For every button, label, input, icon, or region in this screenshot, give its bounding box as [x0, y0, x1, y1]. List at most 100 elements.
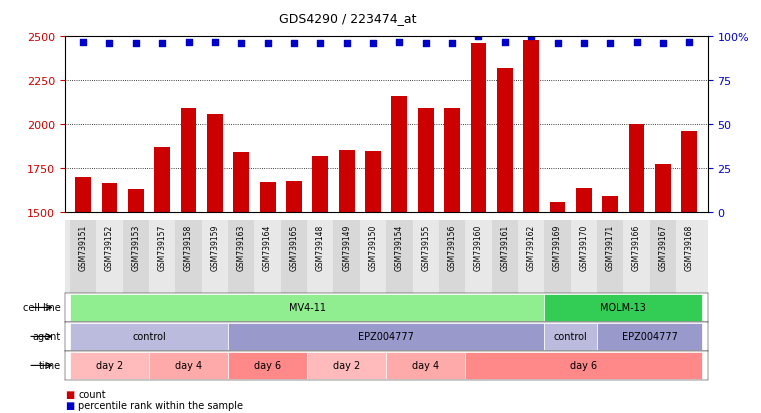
Bar	[465, 352, 702, 379]
Point	[341, 41, 353, 47]
Text: count: count	[78, 389, 106, 399]
Text: GSM739168: GSM739168	[685, 225, 694, 271]
Bar	[149, 352, 228, 379]
Text: GSM739155: GSM739155	[422, 225, 430, 271]
Bar	[602, 197, 618, 213]
Text: cell line: cell line	[23, 303, 61, 313]
Point	[130, 41, 142, 47]
Point	[393, 39, 406, 46]
Bar	[339, 150, 355, 213]
Text: GSM739154: GSM739154	[395, 225, 404, 271]
Bar	[180, 109, 196, 213]
Bar	[418, 108, 434, 213]
Bar	[70, 294, 544, 321]
Bar	[412, 221, 439, 293]
Bar	[365, 151, 381, 213]
Text: day 2: day 2	[96, 361, 123, 370]
Bar	[101, 184, 117, 213]
Text: GSM739161: GSM739161	[500, 225, 509, 271]
Bar	[629, 125, 645, 213]
Text: day 4: day 4	[412, 361, 439, 370]
Bar	[524, 41, 539, 213]
Point	[552, 41, 564, 47]
Bar	[207, 114, 223, 213]
Text: GSM739165: GSM739165	[289, 225, 298, 271]
Text: GSM739169: GSM739169	[553, 225, 562, 271]
Text: MOLM-13: MOLM-13	[600, 303, 646, 313]
Bar	[597, 221, 623, 293]
Point	[604, 41, 616, 47]
Bar	[497, 69, 513, 213]
Text: agent: agent	[33, 332, 61, 342]
Bar	[149, 221, 175, 293]
Text: GSM739157: GSM739157	[158, 225, 167, 271]
Bar	[623, 221, 650, 293]
Bar	[650, 221, 676, 293]
Text: day 6: day 6	[254, 361, 281, 370]
Point	[77, 39, 89, 46]
Point	[525, 34, 537, 40]
Text: GSM739152: GSM739152	[105, 225, 114, 271]
Bar	[444, 108, 460, 213]
Point	[657, 41, 669, 47]
Point	[446, 41, 458, 47]
Bar	[549, 202, 565, 213]
Point	[288, 41, 300, 47]
Text: GSM739164: GSM739164	[263, 225, 272, 271]
Bar	[254, 221, 281, 293]
Text: GSM739158: GSM739158	[184, 225, 193, 271]
Bar	[286, 181, 302, 213]
Bar	[391, 97, 407, 213]
Bar	[544, 323, 597, 350]
Bar	[386, 221, 412, 293]
Text: GSM739159: GSM739159	[210, 225, 219, 271]
Point	[103, 41, 116, 47]
Text: GSM739170: GSM739170	[579, 225, 588, 271]
Bar	[571, 221, 597, 293]
Bar	[439, 221, 465, 293]
Bar	[597, 323, 702, 350]
Point	[314, 41, 326, 47]
Point	[419, 41, 431, 47]
Text: GSM739153: GSM739153	[132, 225, 140, 271]
Text: GSM739156: GSM739156	[447, 225, 457, 271]
Text: GSM739171: GSM739171	[606, 225, 615, 271]
Point	[498, 39, 511, 46]
Bar	[128, 190, 144, 213]
Text: GSM739160: GSM739160	[474, 225, 483, 271]
Bar	[333, 221, 360, 293]
Bar	[544, 221, 571, 293]
Point	[183, 39, 195, 46]
Bar	[123, 221, 149, 293]
Bar	[234, 153, 249, 213]
Text: day 4: day 4	[175, 361, 202, 370]
Bar	[70, 221, 97, 293]
Bar	[544, 294, 702, 321]
Point	[630, 39, 642, 46]
Bar	[70, 323, 228, 350]
Point	[156, 41, 168, 47]
Bar	[202, 221, 228, 293]
Text: ■: ■	[65, 389, 74, 399]
Bar	[175, 221, 202, 293]
Text: GSM739166: GSM739166	[632, 225, 641, 271]
Text: GSM739150: GSM739150	[368, 225, 377, 271]
Point	[367, 41, 379, 47]
Text: control: control	[132, 332, 166, 342]
Text: percentile rank within the sample: percentile rank within the sample	[78, 400, 244, 410]
Bar	[281, 221, 307, 293]
Bar	[228, 323, 544, 350]
Text: GSM739149: GSM739149	[342, 225, 351, 271]
Point	[683, 39, 696, 46]
Point	[578, 41, 590, 47]
Bar	[228, 221, 254, 293]
Text: time: time	[39, 361, 61, 370]
Bar	[576, 188, 592, 213]
Point	[209, 39, 221, 46]
Text: day 2: day 2	[333, 361, 360, 370]
Bar	[307, 352, 386, 379]
Text: control: control	[554, 332, 587, 342]
Text: EPZ004777: EPZ004777	[358, 332, 414, 342]
Text: EPZ004777: EPZ004777	[622, 332, 678, 342]
Text: GSM739162: GSM739162	[527, 225, 536, 271]
